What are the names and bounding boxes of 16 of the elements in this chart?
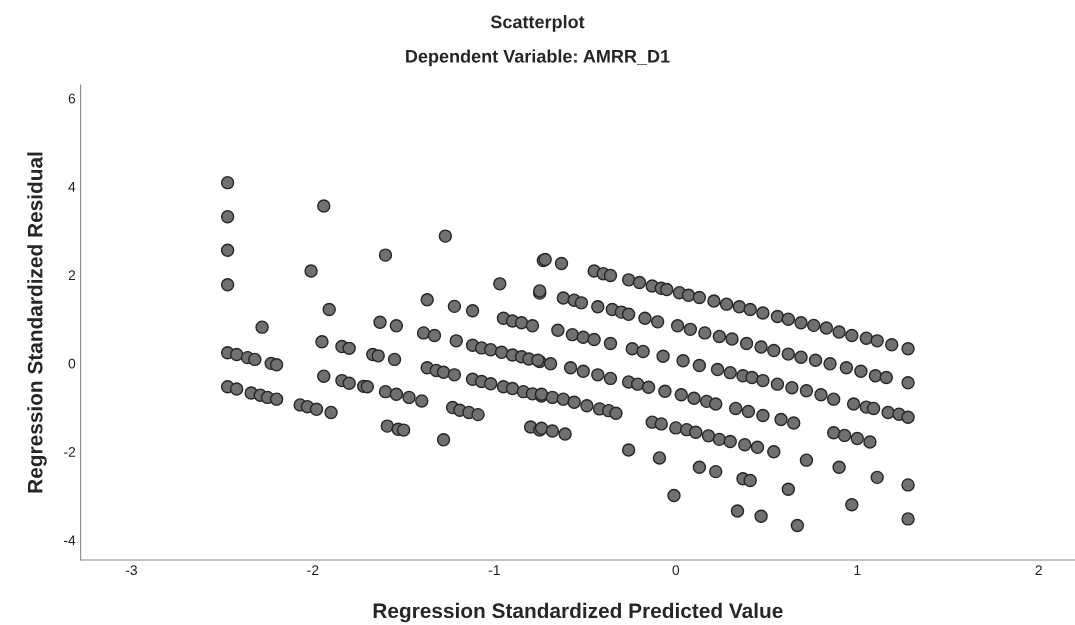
chart-title: Scatterplot — [490, 15, 585, 32]
y-tick-label: 4 — [68, 182, 76, 192]
chart-subtitle: Dependent Variable: AMRR_D1 — [406, 49, 670, 67]
y-tick-label: -4 — [64, 535, 76, 546]
x-tick-label: -1 — [488, 565, 500, 575]
x-tick-label: -2 — [307, 565, 319, 575]
y-axis-title: Regression Standardized Residual — [27, 152, 47, 493]
x-tick-label: -3 — [125, 565, 137, 576]
x-tick-label: 0 — [672, 565, 680, 576]
x-tick-label: 2 — [1035, 565, 1042, 575]
x-axis-title: Regression Standardized Predicted Value — [373, 602, 783, 623]
y-tick-label: 6 — [68, 93, 76, 104]
y-tick-label: 0 — [68, 358, 76, 369]
y-tick-label: 2 — [68, 270, 76, 281]
x-tick-label: 1 — [854, 565, 861, 575]
y-tick-label: -2 — [64, 447, 76, 457]
